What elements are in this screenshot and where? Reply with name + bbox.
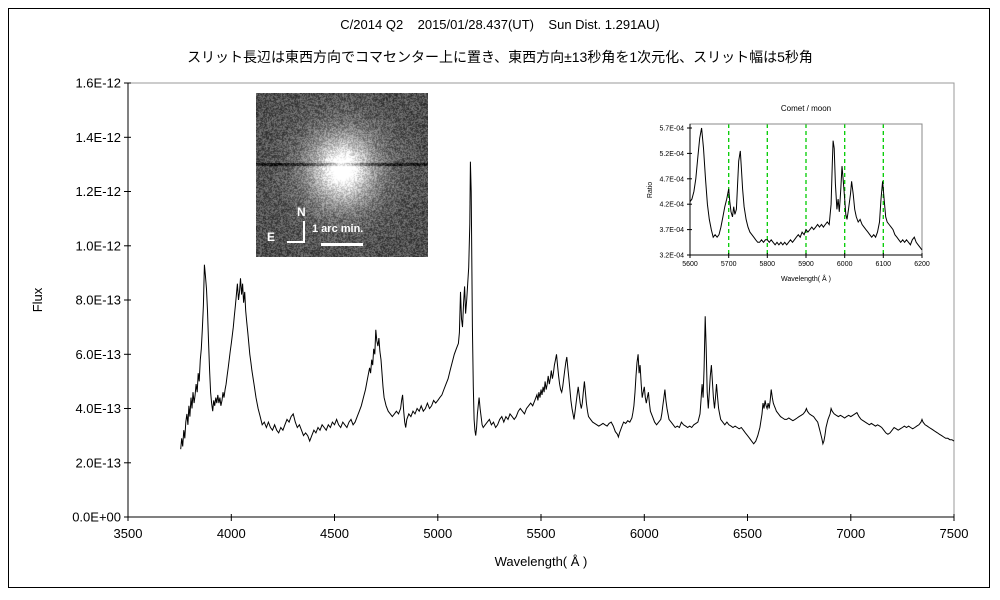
y-tick-label: 5.7E-04 xyxy=(659,126,684,133)
compass-north-line xyxy=(303,221,305,242)
x-tick-label: 6200 xyxy=(914,261,930,268)
y-tick-label: 1.2E-12 xyxy=(75,184,121,199)
x-tick-label: 6500 xyxy=(733,526,762,541)
east-label: E xyxy=(267,230,276,244)
comet-spectrum-line xyxy=(180,161,955,450)
x-tick-label: 3500 xyxy=(114,526,143,541)
scale-bar xyxy=(321,243,363,246)
x-tick-label: 5800 xyxy=(760,261,776,268)
y-tick-label: 0.0E+00 xyxy=(72,510,121,525)
main-plot-area: 0.0E+00 2.0E-13 4.0E-13 6.0E-13 8.0E-13 1.0E-… xyxy=(72,76,968,542)
inset-y-axis-title: Ratio xyxy=(647,182,654,198)
y-tick-label: 4.0E-13 xyxy=(75,401,121,416)
chart-subtitle: スリット長辺は東西方向でコマセンター上に置き、東西方向±13秒角を1次元化、スリ… xyxy=(187,49,813,65)
y-tick-label: 3.7E-04 xyxy=(659,227,684,234)
north-label: N xyxy=(297,205,306,219)
y-tick-label: 8.0E-13 xyxy=(75,293,121,308)
chart-title: C/2014 Q2 2015/01/28.437(UT) Sun Dist. 1… xyxy=(340,17,660,32)
comet-moon-ratio-chart: Comet / moon Ratio Wavelength( Å ) 3.2E-… xyxy=(647,104,930,283)
x-tick-label: 7000 xyxy=(836,526,865,541)
compass-east-line xyxy=(287,241,305,243)
figure-border xyxy=(8,8,990,588)
y-tick-label: 1.6E-12 xyxy=(75,76,121,91)
x-tick-label: 5700 xyxy=(721,261,737,268)
y-tick-label: 3.2E-04 xyxy=(659,252,684,259)
x-tick-label: 5600 xyxy=(682,261,698,268)
x-tick-label: 6000 xyxy=(630,526,659,541)
inset-x-axis-title: Wavelength( Å ) xyxy=(781,274,831,283)
scale-bar-label: 1 arc min. xyxy=(312,223,364,235)
x-axis-title: Wavelength( Å ) xyxy=(495,554,588,569)
y-tick-label: 2.0E-13 xyxy=(75,455,121,470)
y-tick-label: 6.0E-13 xyxy=(75,347,121,362)
y-tick-label: 4.7E-04 xyxy=(659,176,684,183)
inset-chart-title: Comet / moon xyxy=(781,104,831,113)
inset-plot-area: 3.2E-04 3.7E-04 4.2E-04 4.7E-04 5.2E-04 5.7E-… xyxy=(659,123,930,268)
x-tick-label: 5000 xyxy=(423,526,452,541)
y-tick-label: 1.0E-12 xyxy=(75,238,121,253)
y-tick-label: 5.2E-04 xyxy=(659,151,684,158)
x-tick-label: 4500 xyxy=(320,526,349,541)
x-tick-label: 5900 xyxy=(798,261,814,268)
comet-moon-ratio-line xyxy=(689,127,923,251)
comet-coma-image xyxy=(256,93,428,257)
x-tick-label: 7500 xyxy=(940,526,969,541)
x-tick-label: 4000 xyxy=(217,526,246,541)
y-tick-label: 4.2E-04 xyxy=(659,202,684,209)
x-tick-label: 6100 xyxy=(876,261,892,268)
x-tick-label: 6000 xyxy=(837,261,853,268)
y-tick-label: 1.4E-12 xyxy=(75,130,121,145)
y-axis-title: Flux xyxy=(30,287,45,312)
x-tick-label: 5500 xyxy=(527,526,556,541)
